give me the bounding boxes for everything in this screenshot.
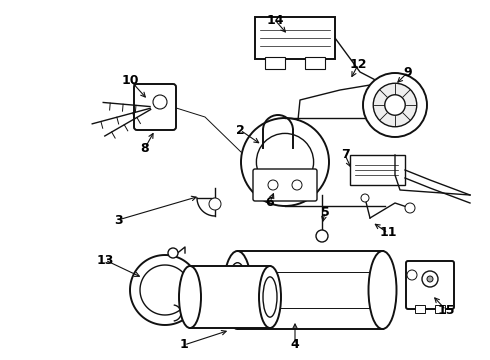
Text: 13: 13 — [97, 253, 114, 266]
Text: 15: 15 — [437, 303, 455, 316]
Text: 9: 9 — [404, 66, 412, 78]
Bar — [435, 305, 445, 313]
Circle shape — [407, 270, 417, 280]
FancyBboxPatch shape — [134, 84, 176, 130]
Text: 6: 6 — [266, 195, 274, 208]
Bar — [255, 17, 335, 59]
FancyBboxPatch shape — [406, 261, 454, 309]
Circle shape — [427, 276, 433, 282]
FancyBboxPatch shape — [253, 169, 317, 201]
Bar — [190, 266, 270, 328]
Bar — [265, 57, 285, 69]
Circle shape — [385, 95, 405, 115]
Ellipse shape — [256, 134, 314, 190]
Bar — [415, 305, 425, 313]
Ellipse shape — [227, 263, 247, 317]
Circle shape — [422, 271, 438, 287]
Text: 11: 11 — [379, 226, 397, 239]
Ellipse shape — [241, 118, 329, 206]
Ellipse shape — [259, 266, 281, 328]
Text: 14: 14 — [266, 13, 284, 27]
Text: 2: 2 — [236, 123, 245, 136]
Text: 5: 5 — [320, 206, 329, 219]
Circle shape — [361, 194, 369, 202]
Bar — [305, 57, 325, 69]
Circle shape — [168, 248, 178, 258]
Text: 10: 10 — [121, 73, 139, 86]
Circle shape — [373, 83, 417, 127]
Text: 4: 4 — [291, 338, 299, 351]
Circle shape — [292, 180, 302, 190]
Bar — [238, 251, 383, 329]
Ellipse shape — [223, 251, 251, 329]
Text: 12: 12 — [349, 58, 367, 72]
Circle shape — [153, 95, 167, 109]
Text: 7: 7 — [341, 148, 349, 162]
Circle shape — [363, 73, 427, 137]
Circle shape — [405, 203, 415, 213]
Ellipse shape — [179, 266, 201, 328]
Circle shape — [209, 198, 221, 210]
Text: 8: 8 — [141, 141, 149, 154]
Ellipse shape — [263, 277, 277, 317]
Circle shape — [316, 230, 328, 242]
Text: 3: 3 — [114, 213, 122, 226]
Circle shape — [268, 180, 278, 190]
Text: 1: 1 — [180, 338, 188, 351]
Ellipse shape — [368, 251, 396, 329]
Bar — [350, 155, 405, 185]
